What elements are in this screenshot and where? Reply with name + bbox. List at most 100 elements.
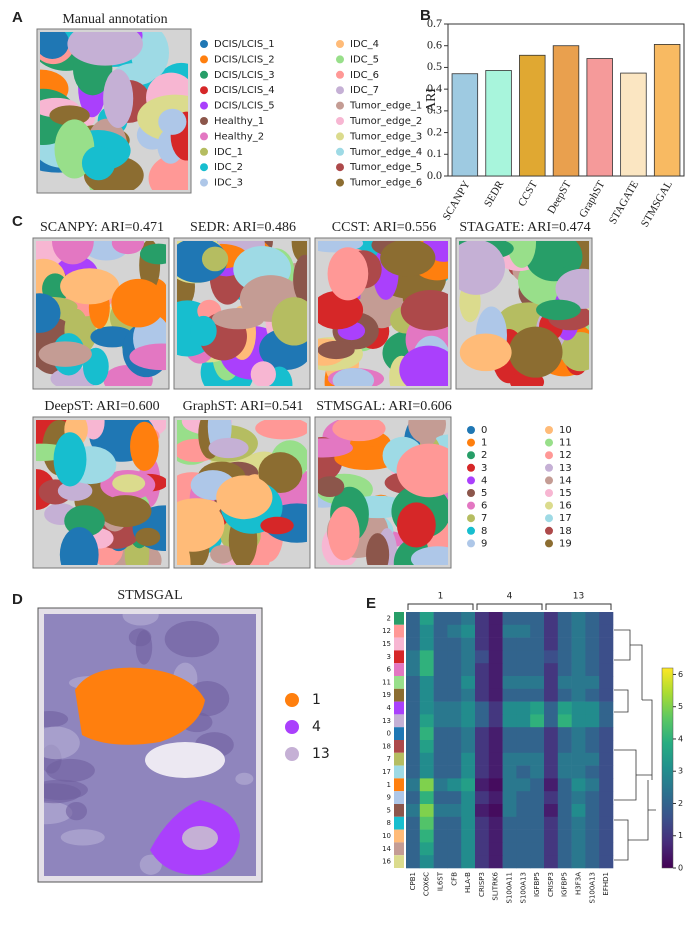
tissue-region bbox=[410, 546, 448, 565]
heatmap-cell bbox=[447, 714, 462, 728]
tissue-region bbox=[112, 474, 146, 493]
heatmap-cell bbox=[557, 752, 572, 766]
heatmap-cell bbox=[585, 855, 600, 869]
column-label: S100A13 bbox=[519, 872, 527, 904]
legend-label: Healthy_1 bbox=[214, 116, 264, 127]
heatmap-cell bbox=[475, 765, 490, 779]
tissue-region bbox=[400, 289, 448, 331]
heatmap-cell bbox=[475, 816, 490, 830]
heatmap-cell bbox=[544, 765, 559, 779]
heatmap-cell bbox=[419, 816, 434, 830]
heatmap-cell bbox=[419, 650, 434, 664]
heatmap-cell bbox=[516, 829, 531, 843]
legend-label: 8 bbox=[481, 526, 487, 537]
heatmap-cell bbox=[502, 804, 517, 818]
colorbar-tick-label: 5 bbox=[678, 702, 683, 711]
heatmap-cell bbox=[571, 676, 586, 690]
legend-marker bbox=[200, 70, 208, 79]
heatmap-cell bbox=[557, 676, 572, 690]
tissue-region bbox=[51, 241, 94, 265]
heatmap-cell bbox=[557, 650, 572, 664]
tissue-region bbox=[201, 246, 229, 272]
heatmap-cell bbox=[502, 727, 517, 741]
tissue-region bbox=[293, 254, 307, 305]
heatmap-cell bbox=[502, 752, 517, 766]
heatmap-cell bbox=[502, 714, 517, 728]
map-title: GraphST: ARI=0.541 bbox=[183, 399, 304, 414]
row-color bbox=[394, 816, 404, 830]
heatmap-cell bbox=[488, 624, 503, 638]
heatmap-cell bbox=[502, 637, 517, 651]
legend-label: 16 bbox=[559, 501, 572, 512]
row-label: 8 bbox=[387, 819, 391, 827]
row-color bbox=[394, 778, 404, 792]
legend-marker bbox=[200, 147, 208, 156]
tissue-region bbox=[258, 452, 303, 494]
heatmap-cell bbox=[488, 663, 503, 677]
heatmap-cell bbox=[585, 804, 600, 818]
legend-label: 3 bbox=[481, 463, 487, 474]
heatmap-cell bbox=[419, 829, 434, 843]
heatmap-cell bbox=[516, 842, 531, 856]
heatmap-cell bbox=[488, 727, 503, 741]
legend-label: 19 bbox=[559, 538, 572, 549]
tissue-region bbox=[327, 506, 360, 561]
tissue-region bbox=[81, 146, 116, 181]
x-tick-label: CCST bbox=[516, 179, 540, 209]
heatmap-cell bbox=[544, 791, 559, 805]
heatmap-cell bbox=[530, 701, 545, 715]
heatmap-cell bbox=[475, 701, 490, 715]
heatmap-cell bbox=[557, 612, 572, 626]
heatmap-cell bbox=[557, 778, 572, 792]
legend-marker bbox=[336, 86, 344, 95]
heatmap-cell bbox=[530, 842, 545, 856]
legend-marker bbox=[285, 693, 299, 707]
heatmap-cell bbox=[406, 637, 421, 651]
legend-marker bbox=[200, 117, 208, 125]
heatmap-cell bbox=[488, 855, 503, 869]
heatmap-cell bbox=[516, 676, 531, 690]
legend-marker bbox=[545, 539, 553, 548]
heatmap-cell bbox=[530, 624, 545, 638]
heatmap-cell bbox=[599, 855, 614, 869]
heatmap-cell bbox=[516, 624, 531, 638]
tissue-region bbox=[260, 516, 294, 535]
heatmap-cell bbox=[488, 804, 503, 818]
heatmap-cell bbox=[447, 676, 462, 690]
heatmap-cell bbox=[461, 765, 476, 779]
x-tick-label: STAGATE bbox=[607, 179, 642, 227]
heatmap-cell bbox=[516, 791, 531, 805]
heatmap-cell bbox=[433, 676, 448, 690]
row-label: 0 bbox=[387, 730, 391, 738]
heatmap-cell bbox=[433, 701, 448, 715]
tissue-region bbox=[36, 293, 61, 333]
heatmap-cell bbox=[406, 804, 421, 818]
legend-marker bbox=[200, 163, 208, 172]
tissue-region bbox=[555, 268, 589, 309]
colorbar-tick-label: 2 bbox=[678, 799, 683, 808]
heatmap-cell bbox=[571, 804, 586, 818]
heatmap-cell bbox=[516, 663, 531, 677]
tissue-region bbox=[111, 241, 145, 255]
tissue-region bbox=[396, 443, 448, 498]
heatmap-cell bbox=[488, 612, 503, 626]
legend-marker bbox=[545, 526, 553, 535]
heatmap-cell bbox=[419, 855, 434, 869]
heatmap-cell bbox=[447, 752, 462, 766]
heatmap-cell bbox=[585, 842, 600, 856]
heatmap-cell bbox=[406, 842, 421, 856]
legend-marker bbox=[545, 501, 553, 510]
heatmap-cell bbox=[475, 804, 490, 818]
heatmap-cell bbox=[461, 612, 476, 626]
heatmap-cell bbox=[599, 765, 614, 779]
heatmap-cell bbox=[433, 855, 448, 869]
heatmap-cell bbox=[544, 650, 559, 664]
tissue-region bbox=[208, 437, 249, 459]
legend-marker bbox=[467, 426, 475, 434]
legend-marker bbox=[336, 147, 344, 156]
heatmap-cell bbox=[516, 804, 531, 818]
heatmap-cell bbox=[475, 740, 490, 754]
heatmap-cell bbox=[516, 740, 531, 754]
heatmap-cell bbox=[461, 688, 476, 702]
heatmap-cell bbox=[599, 701, 614, 715]
